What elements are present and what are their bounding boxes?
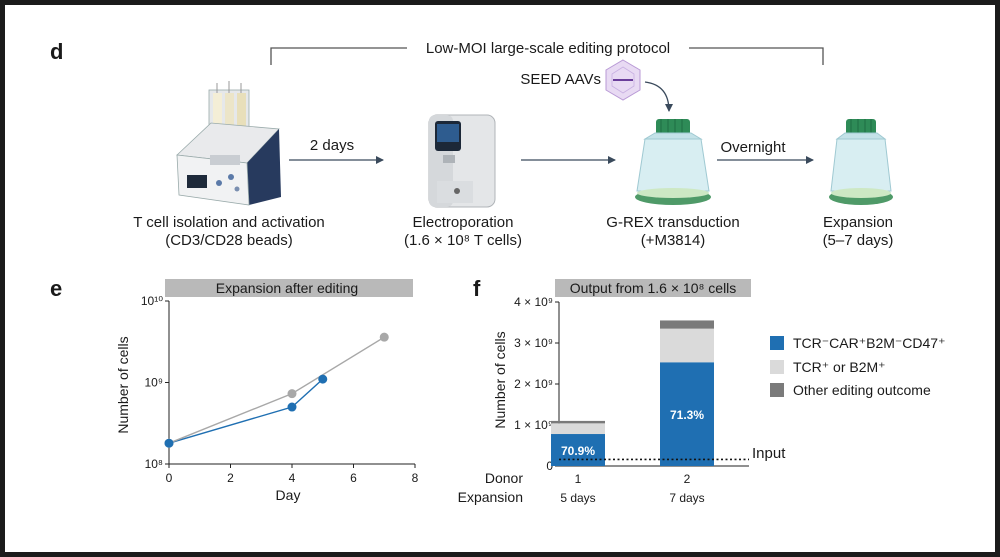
protocol-title: Low-MOI large-scale editing protocol [426,40,670,57]
legend-swatch-tcr-b2m [770,360,784,374]
x-tick-label: 4 [289,471,296,485]
step-1-detail: (CD3/CD28 beads) [165,232,293,249]
step-2-name: Electroporation [413,214,514,231]
seed-aavs-label: SEED AAVs [520,71,601,88]
expansion-1-label: 5 days [560,491,595,505]
panel-e-banner-text: Expansion after editing [216,280,358,296]
step-3-detail: (+M3814) [641,232,706,249]
step-4-detail: (5–7 days) [823,232,894,249]
bar-2-segment-1 [660,362,714,466]
y-tick-label: 3 × 10⁹ [514,336,553,350]
legend-swatch-edited [770,336,784,350]
bar-2-percent-label: 71.3% [670,408,704,422]
series-2-point [379,332,389,342]
step-3-name: G-REX transduction [606,214,739,231]
donor-2-label: 2 [684,472,691,486]
legend-label-other: Other editing outcome [793,382,931,398]
panel-e-banner [165,279,413,297]
x-tick-label: 6 [350,471,357,485]
y-tick-label: 2 × 10⁹ [514,377,553,391]
panel-e-letter: e [50,276,62,301]
x-tick-label: 2 [227,471,234,485]
electroporation-device-icon [428,114,496,208]
bar-2-segment-2 [660,328,714,363]
expansion-2-label: 7 days [669,491,704,505]
donor-1-label: 1 [575,472,582,486]
y-tick-label: 10⁹ [145,376,164,390]
series-2-line [168,336,385,444]
panel-e-x-axis-title: Day [276,487,301,503]
step-1-name: T cell isolation and activation [133,214,325,231]
bar-1-segment-1 [551,434,605,466]
x-tick-label: 8 [412,471,419,485]
panel-f-y-axis-title: Number of cells [492,331,508,428]
output-stacked-bar-chart: 0 1 × 10⁹ 2 × 10⁹ 3 × 10⁹ 4 × 10⁹ 70.9% 71.3% [514,295,749,473]
aav-virion-icon [605,59,641,101]
step-2-detail: (1.6 × 10⁸ T cells) [404,232,522,249]
panel-d-letter: d [50,39,63,64]
series-1-point [287,402,297,412]
y-tick-label: 0 [546,459,553,473]
series-1-point [318,374,328,384]
cell-processing-machine-icon [176,81,281,206]
aav-arrow [644,81,673,112]
legend-label-tcr-b2m: TCR⁺ or B2M⁺ [793,359,886,375]
expansion-flask-icon [829,119,893,205]
panel-f-banner-text: Output from 1.6 × 10⁸ cells [570,280,737,296]
x-tick-label: 0 [166,471,173,485]
figure-svg: d Low-MOI large-scale editing protocol [50,38,945,505]
panel-f-letter: f [473,276,481,301]
series-2-point [287,389,297,399]
step-4-name: Expansion [823,214,893,231]
bar-1-segment-3 [551,420,605,424]
bar-1-segment-2 [551,423,605,435]
figure-canvas: d Low-MOI large-scale editing protocol [5,5,995,552]
protocol-title-bg [407,38,689,58]
input-label: Input [752,445,786,462]
arrow-2-days-label: 2 days [310,137,354,154]
panel-e-y-axis-title: Number of cells [115,336,131,433]
arrow-overnight-label: Overnight [720,139,786,156]
y-tick-label: 1 × 10⁹ [514,418,553,432]
donor-row-label: Donor [485,470,523,486]
panel-f-banner [555,279,751,297]
expansion-row-label: Expansion [458,489,523,505]
series-1-point [164,438,174,448]
legend-label-edited: TCR⁻CAR⁺B2M⁻CD47⁺ [793,335,945,351]
bar-1-percent-label: 70.9% [561,444,595,458]
expansion-line-chart: 0 2 4 6 8 10⁸ 10⁹ 10¹⁰ [141,294,419,485]
y-tick-label: 4 × 10⁹ [514,295,553,309]
bar-2-segment-3 [660,320,714,329]
grex-flask-icon [635,119,711,205]
legend-swatch-other [770,383,784,397]
y-tick-label: 10⁸ [145,457,163,471]
y-tick-label: 10¹⁰ [141,294,163,308]
legend: TCR⁻CAR⁺B2M⁻CD47⁺ TCR⁺ or B2M⁺ Other edi… [770,335,945,398]
